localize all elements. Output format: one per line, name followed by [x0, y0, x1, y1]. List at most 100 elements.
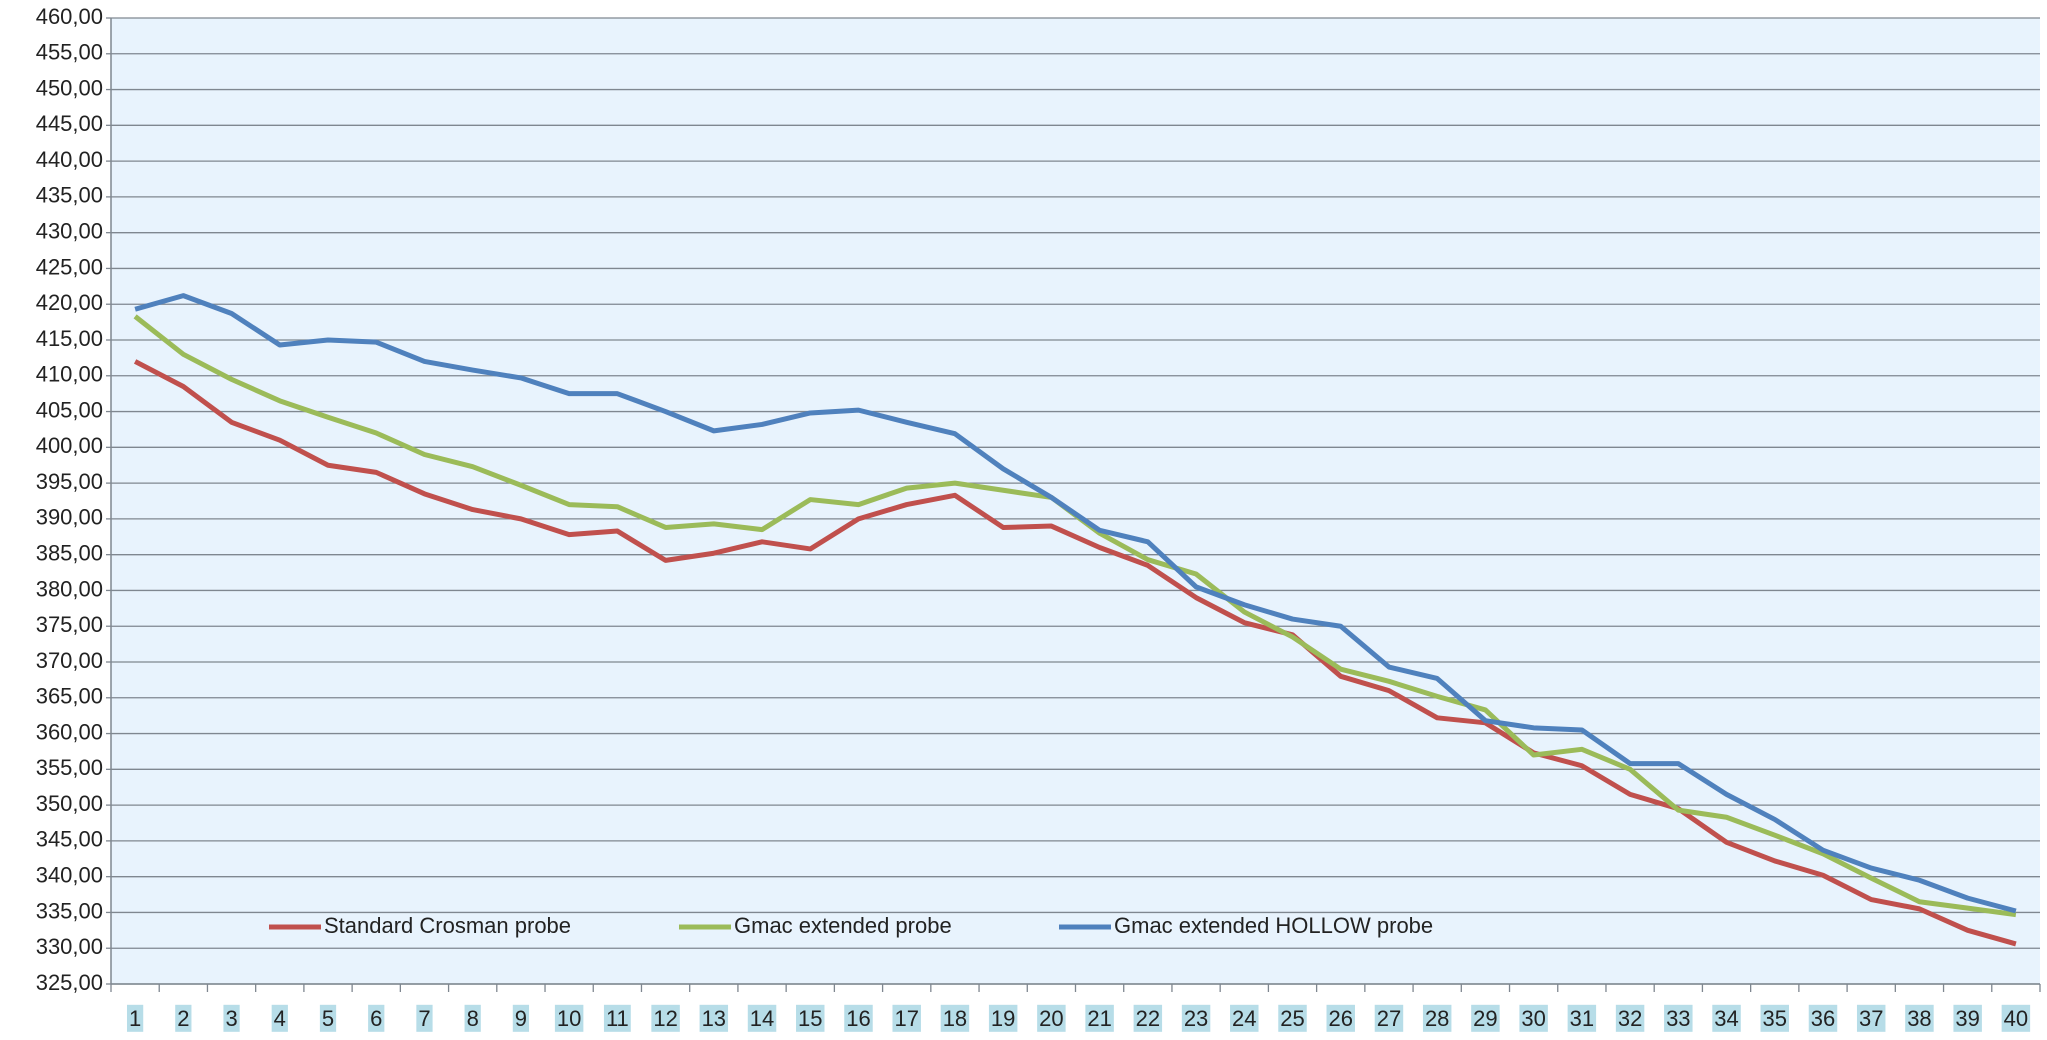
- x-tick-label: 6: [370, 1006, 382, 1031]
- x-tick-label: 30: [1521, 1006, 1545, 1031]
- y-tick-label: 355,00: [36, 755, 103, 780]
- y-tick-label: 345,00: [36, 827, 103, 852]
- x-tick-label: 10: [557, 1006, 581, 1031]
- y-tick-label: 400,00: [36, 433, 103, 458]
- y-tick-label: 360,00: [36, 719, 103, 744]
- x-tick-label: 22: [1136, 1006, 1160, 1031]
- x-tick-label: 37: [1859, 1006, 1883, 1031]
- y-tick-label: 385,00: [36, 540, 103, 565]
- x-tick-label: 34: [1714, 1006, 1738, 1031]
- y-tick-label: 460,00: [36, 4, 103, 29]
- x-tick-label-bg: [747, 1004, 777, 1032]
- x-tick-label-bg: [554, 1004, 584, 1032]
- x-tick-label: 5: [322, 1006, 334, 1031]
- x-tick-label-bg: [1760, 1004, 1790, 1032]
- y-tick-label: 380,00: [36, 576, 103, 601]
- x-tick-label-bg: [1471, 1004, 1500, 1032]
- x-tick-label-bg: [1422, 1004, 1452, 1032]
- x-tick-label-bg: [368, 1004, 385, 1032]
- x-tick-label: 25: [1280, 1006, 1304, 1031]
- x-tick-label: 28: [1425, 1006, 1449, 1031]
- x-tick-label-bg: [1664, 1004, 1693, 1032]
- x-tick-label-bg: [940, 1004, 970, 1032]
- y-tick-label: 390,00: [36, 505, 103, 530]
- x-tick-label-bg: [512, 1004, 530, 1032]
- x-tick-label: 24: [1232, 1006, 1256, 1031]
- y-tick-label: 330,00: [36, 934, 103, 959]
- y-tick-label: 350,00: [36, 791, 103, 816]
- x-tick-label-bg: [175, 1004, 192, 1032]
- plot-background: [111, 18, 2040, 984]
- x-tick-label: 27: [1377, 1006, 1401, 1031]
- y-tick-label: 365,00: [36, 684, 103, 709]
- x-tick-label: 35: [1763, 1006, 1787, 1031]
- x-tick-label: 12: [653, 1006, 677, 1031]
- legend-label: Gmac extended probe: [734, 913, 952, 938]
- x-tick-label-bg: [651, 1004, 680, 1032]
- x-tick-label: 2: [177, 1006, 189, 1031]
- series-line: [134, 293, 2017, 914]
- x-tick-label-bg: [1085, 1004, 1114, 1032]
- x-tick-label: 1: [129, 1006, 141, 1031]
- x-tick-label: 13: [702, 1006, 726, 1031]
- x-tick-label: 8: [467, 1006, 479, 1031]
- x-tick-label: 39: [1955, 1006, 1979, 1031]
- x-tick-label-bg: [126, 1004, 144, 1032]
- x-tick-label-bg: [1278, 1004, 1307, 1032]
- y-tick-label: 395,00: [36, 469, 103, 494]
- y-tick-label: 445,00: [36, 111, 103, 136]
- x-tick-label-bg: [1230, 1004, 1259, 1032]
- x-tick-label-bg: [1953, 1004, 1982, 1032]
- x-tick-label-bg: [796, 1004, 825, 1032]
- y-tick-label: 405,00: [36, 397, 103, 422]
- x-tick-label-bg: [699, 1004, 729, 1032]
- series-line: [133, 359, 2017, 947]
- x-tick-label-bg: [1037, 1004, 1066, 1032]
- x-tick-label-bg: [1712, 1004, 1741, 1032]
- x-tick-label-bg: [271, 1004, 288, 1032]
- x-tick-label: 32: [1618, 1006, 1642, 1031]
- x-tick-label: 19: [991, 1006, 1015, 1031]
- x-tick-label-bg: [223, 1004, 240, 1032]
- y-tick-label: 410,00: [36, 362, 103, 387]
- x-tick-label: 7: [418, 1006, 430, 1031]
- x-tick-label: 36: [1811, 1006, 1835, 1031]
- y-tick-label: 370,00: [36, 648, 103, 673]
- y-tick-label: 375,00: [36, 612, 103, 637]
- y-tick-label: 325,00: [36, 970, 103, 995]
- x-tick-label-bg: [603, 1004, 631, 1032]
- x-tick-label-bg: [1519, 1004, 1548, 1032]
- x-tick-label: 20: [1039, 1006, 1063, 1031]
- x-tick-label: 14: [750, 1006, 774, 1031]
- y-tick-label: 435,00: [36, 183, 103, 208]
- y-tick-label: 425,00: [36, 254, 103, 279]
- x-tick-label-bg: [319, 1004, 337, 1032]
- x-tick-label: 33: [1666, 1006, 1690, 1031]
- x-tick-label: 11: [606, 1006, 629, 1031]
- x-tick-label: 9: [515, 1006, 527, 1031]
- y-tick-label: 335,00: [36, 898, 103, 923]
- x-tick-label-bg: [1905, 1004, 1934, 1032]
- legend-label: Gmac extended HOLLOW probe: [1114, 913, 1433, 938]
- x-tick-label: 18: [943, 1006, 967, 1031]
- x-tick-label: 3: [225, 1006, 237, 1031]
- y-tick-label: 430,00: [36, 218, 103, 243]
- y-tick-label: 415,00: [36, 326, 103, 351]
- x-tick-label-bg: [1181, 1004, 1211, 1032]
- x-tick-label: 17: [894, 1006, 918, 1031]
- x-tick-label: 26: [1328, 1006, 1352, 1031]
- x-tick-label-bg: [1567, 1004, 1597, 1032]
- legend-label: Standard Crosman probe: [324, 913, 571, 938]
- x-tick-label: 23: [1184, 1006, 1208, 1031]
- x-tick-label: 21: [1087, 1006, 1111, 1031]
- x-tick-label: 29: [1473, 1006, 1497, 1031]
- x-tick-label-bg: [1615, 1004, 1645, 1032]
- x-tick-label: 4: [274, 1006, 286, 1031]
- x-tick-label-bg: [464, 1004, 481, 1032]
- x-tick-label-bg: [1326, 1004, 1355, 1032]
- y-tick-label: 455,00: [36, 40, 103, 65]
- x-tick-label-bg: [1856, 1004, 1886, 1032]
- y-tick-label: 340,00: [36, 862, 103, 887]
- x-tick-label-bg: [416, 1004, 433, 1032]
